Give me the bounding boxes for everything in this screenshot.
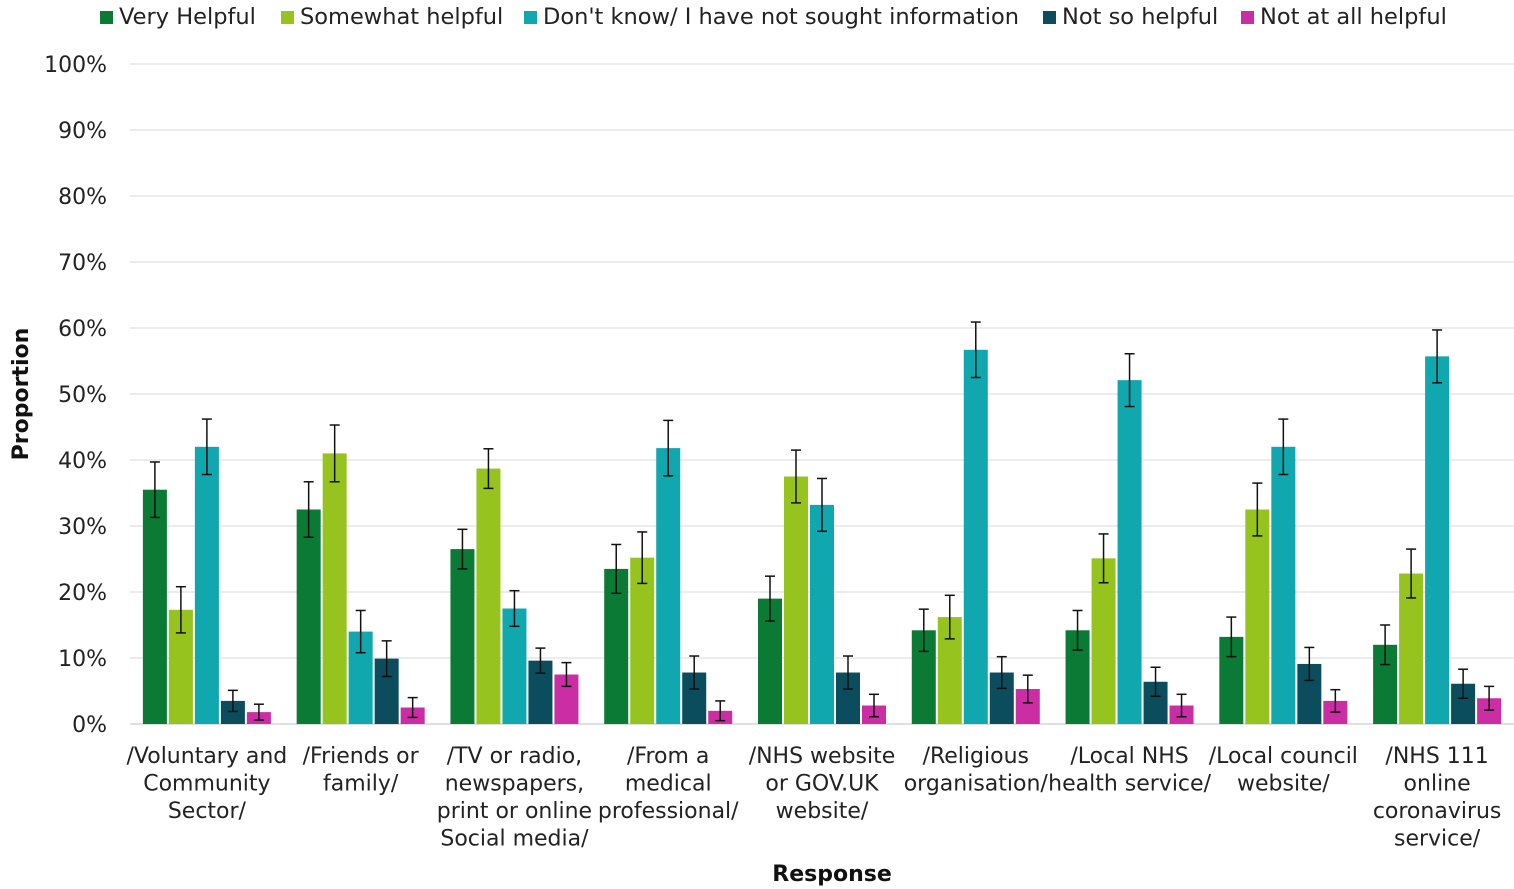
bar bbox=[630, 557, 655, 724]
y-tick-label: 30% bbox=[58, 515, 107, 540]
bar bbox=[322, 453, 347, 724]
bar bbox=[1271, 446, 1296, 724]
bar bbox=[1117, 380, 1142, 724]
bar bbox=[296, 509, 321, 724]
bar bbox=[604, 568, 629, 724]
x-tick-label: /Local NHS health service/ bbox=[1048, 744, 1211, 797]
x-tick-label: /Friends or family/ bbox=[303, 744, 420, 797]
legend-label: Very Helpful bbox=[119, 4, 256, 30]
legend-swatch bbox=[100, 10, 113, 24]
legend-item: Not at all helpful bbox=[1241, 4, 1447, 30]
legend-label: Not at all helpful bbox=[1260, 4, 1447, 30]
x-tick-label: /From a medical professional/ bbox=[598, 744, 739, 824]
bar bbox=[142, 489, 167, 724]
legend-item: Somewhat helpful bbox=[281, 4, 503, 30]
legend-swatch bbox=[281, 10, 294, 24]
bar bbox=[1091, 558, 1116, 724]
y-tick-label: 70% bbox=[58, 251, 107, 276]
bar bbox=[963, 349, 988, 724]
x-axis-title: Response bbox=[772, 862, 892, 887]
legend-swatch bbox=[1241, 10, 1254, 24]
bar bbox=[810, 504, 834, 724]
bar bbox=[450, 549, 475, 724]
legend-item: Not so helpful bbox=[1043, 4, 1218, 30]
bar bbox=[220, 700, 245, 724]
bar bbox=[502, 608, 527, 724]
bar bbox=[194, 446, 219, 724]
x-tick-label: /Religious organisation/ bbox=[904, 744, 1049, 797]
y-tick-label: 20% bbox=[58, 581, 107, 606]
y-axis-title: Proportion bbox=[9, 328, 34, 461]
x-tick-label: /Local council website/ bbox=[1209, 744, 1358, 797]
legend-label: Don't know/ I have not sought informatio… bbox=[543, 4, 1019, 30]
y-tick-label: 0% bbox=[72, 713, 107, 738]
y-tick-label: 10% bbox=[58, 647, 107, 672]
y-tick-label: 50% bbox=[58, 383, 107, 408]
bar bbox=[1245, 509, 1270, 724]
bar bbox=[1425, 356, 1450, 724]
x-tick-label: /NHS 111 online coronavirus service/ bbox=[1373, 744, 1502, 852]
legend-swatch bbox=[524, 10, 537, 24]
y-tick-label: 80% bbox=[58, 185, 107, 210]
y-tick-label: 40% bbox=[58, 449, 107, 474]
legend-swatch bbox=[1043, 10, 1056, 24]
legend-item: Don't know/ I have not sought informatio… bbox=[524, 4, 1019, 30]
bar bbox=[656, 448, 681, 724]
chart-legend: Very Helpful Somewhat helpful Don't know/ … bbox=[0, 0, 1514, 40]
legend-item: Very Helpful bbox=[100, 4, 256, 30]
x-tick-label: /TV or radio, newspapers, print or online S… bbox=[437, 744, 592, 852]
y-tick-label: 100% bbox=[44, 53, 107, 78]
bar bbox=[784, 476, 808, 724]
x-tick-label: /NHS website or GOV.UK website/ bbox=[749, 744, 896, 824]
x-tick-label: /Voluntary and Community Sector/ bbox=[126, 744, 287, 824]
legend-label: Not so helpful bbox=[1062, 4, 1219, 30]
y-tick-label: 60% bbox=[58, 317, 107, 342]
legend-label: Somewhat helpful bbox=[300, 4, 504, 30]
bar bbox=[476, 468, 501, 724]
y-tick-label: 90% bbox=[58, 119, 107, 144]
